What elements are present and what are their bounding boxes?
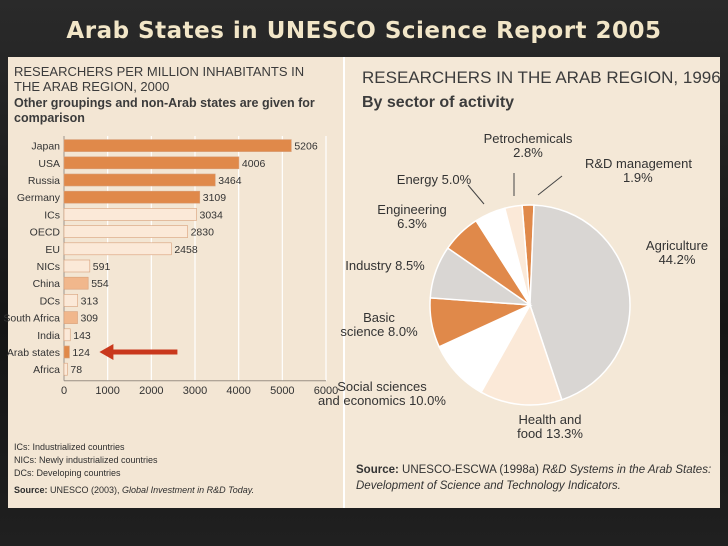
bar	[63, 294, 78, 307]
bar-source-text: UNESCO (2003),	[47, 485, 123, 495]
category-label: South Africa	[3, 313, 60, 325]
footnote-dcs: DCs: Developing countries	[14, 468, 121, 478]
pie-slice	[480, 303, 563, 406]
category-label: ICs	[44, 209, 60, 221]
bar	[63, 139, 292, 152]
x-tick-label: 5000	[270, 385, 294, 397]
footnote-nics: NICs: Newly industrialized countries	[14, 455, 158, 465]
bar	[63, 328, 71, 342]
bar	[63, 276, 89, 290]
x-tick-label: 6000	[314, 385, 338, 397]
slice-label: Agriculture	[646, 238, 708, 253]
bar	[63, 173, 216, 187]
bar-chart-subtitle-line-1: Other groupings and non-Arab states are …	[14, 96, 315, 110]
panel-divider	[343, 57, 345, 508]
value-label: 5206	[294, 141, 318, 153]
slice-value-label: 6.3%	[397, 216, 427, 231]
bar	[63, 190, 201, 204]
bar	[63, 156, 240, 170]
slice-label: Energy 5.0%	[397, 172, 472, 187]
slide-title: Arab States in UNESCO Science Report 200…	[66, 18, 662, 44]
value-label: 3464	[218, 175, 242, 187]
category-label: EU	[45, 244, 60, 256]
bar	[63, 208, 197, 221]
category-label: Japan	[31, 141, 60, 153]
category-label: Africa	[33, 364, 60, 376]
slice-label: Engineering	[377, 202, 446, 217]
slice-label-line-2: science 8.0%	[340, 324, 418, 339]
slice-value-label: 1.9%	[623, 170, 653, 185]
pie-source-text: UNESCO-ESCWA (1998a)	[398, 464, 543, 476]
bar	[63, 311, 78, 324]
slice-label-line-2: food 13.3%	[517, 426, 583, 441]
bar-chart-title-line-1: RESEARCHERS PER MILLION INHABITANTS IN	[14, 64, 305, 79]
slice-label: Petrochemicals	[484, 131, 573, 146]
value-label: 78	[70, 364, 82, 376]
slice-label: Industry 8.5%	[345, 258, 425, 273]
category-label: DCs	[40, 295, 60, 307]
pie-source-prefix: Source:	[356, 464, 399, 476]
slice-value-label: 44.2%	[659, 252, 696, 267]
bar-chart-title-line-2: THE ARAB REGION, 2000	[14, 79, 170, 94]
value-label: 3109	[203, 192, 227, 204]
pie-slice	[503, 204, 531, 306]
bar-source-prefix: Source:	[14, 485, 48, 495]
slice-label: Health and	[519, 412, 582, 427]
leader-line	[467, 184, 485, 205]
leader-line	[537, 175, 563, 196]
x-tick-label: 3000	[183, 385, 207, 397]
pie-source-italic-1: R&D Systems in the Arab States:	[542, 464, 712, 476]
category-label: OECD	[30, 227, 61, 239]
bar	[63, 345, 70, 359]
x-tick-label: 2000	[139, 385, 163, 397]
category-label: China	[33, 278, 61, 290]
slice-label-line-2: and economics 10.0%	[318, 393, 446, 408]
category-label: Germany	[17, 192, 61, 204]
category-label: Arab states	[7, 347, 60, 359]
bar	[63, 225, 188, 238]
value-label: 2830	[191, 227, 215, 239]
value-label: 591	[93, 261, 111, 273]
pie-chart-source: Source: UNESCO-ESCWA (1998a) R&D Systems…	[356, 462, 711, 494]
bar-source-italic: Global Investment in R&D Today.	[122, 485, 255, 495]
slice-label: Basic	[363, 310, 395, 325]
slice-value-label: 2.8%	[513, 145, 543, 160]
value-label: 124	[72, 347, 90, 359]
bar-chart-subtitle-line-2: comparison	[14, 111, 85, 125]
value-label: 313	[81, 295, 99, 307]
pie-slice	[529, 204, 631, 401]
pie-chart-title: RESEARCHERS IN THE ARAB REGION, 1996	[362, 68, 721, 87]
bar	[63, 242, 172, 256]
value-label: 3034	[199, 209, 223, 221]
footnote-ics: ICs: Industrialized countries	[14, 442, 125, 452]
pie-source-italic-2: Development of Science and Technology In…	[356, 480, 621, 492]
value-label: 2458	[174, 244, 198, 256]
slice-label: Social sciences	[337, 379, 427, 394]
value-label: 143	[73, 330, 91, 342]
x-tick-label: 1000	[95, 385, 119, 397]
value-label: 309	[80, 313, 98, 325]
category-label: USA	[38, 158, 60, 170]
bar	[63, 259, 91, 273]
bar	[63, 362, 68, 376]
category-label: India	[37, 330, 60, 342]
bar-chart-source: Source: UNESCO (2003), Global Investment…	[14, 485, 254, 496]
category-label: NICs	[37, 261, 60, 273]
slice-label: R&D management	[585, 156, 692, 171]
x-tick-label: 4000	[226, 385, 250, 397]
value-label: 554	[91, 278, 109, 290]
highlight-arrow-head	[99, 344, 114, 360]
pie-chart-subtitle: By sector of activity	[362, 94, 515, 111]
x-tick-label: 0	[61, 385, 67, 397]
value-label: 4006	[242, 158, 266, 170]
category-label: Russia	[28, 175, 60, 187]
